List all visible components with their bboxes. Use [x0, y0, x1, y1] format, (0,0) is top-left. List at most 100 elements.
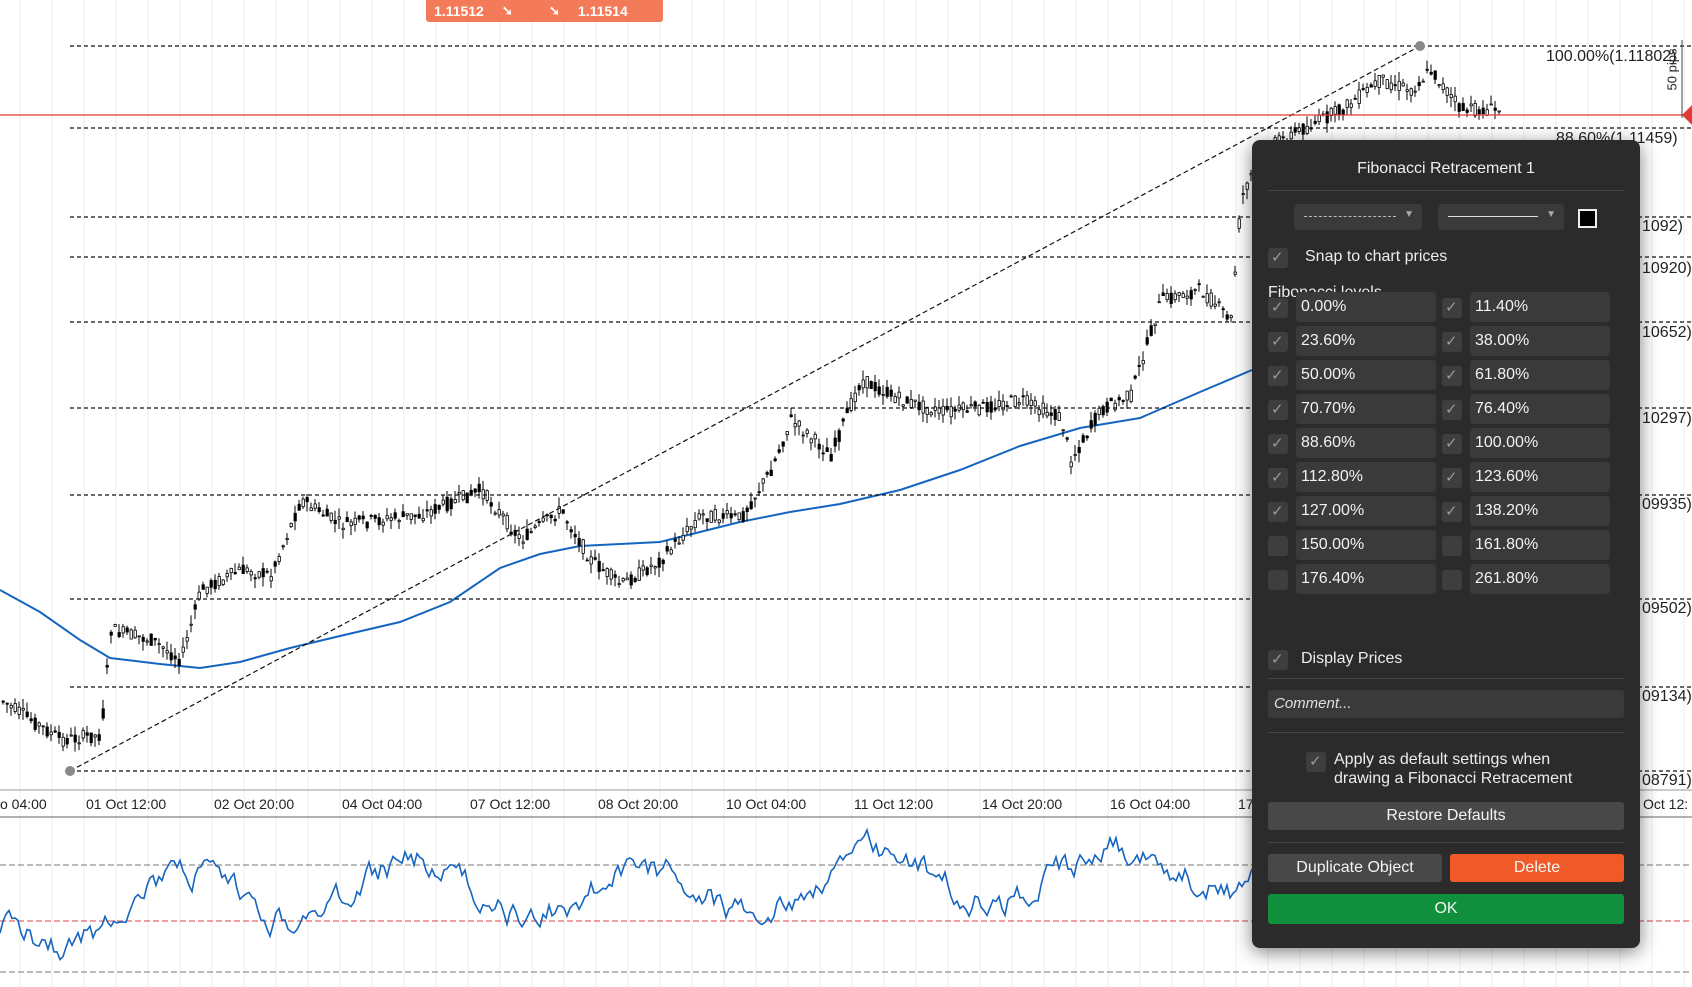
- duplicate-object-button[interactable]: Duplicate Object: [1268, 854, 1442, 882]
- level-checkbox[interactable]: [1268, 570, 1288, 590]
- candle-body: [97, 734, 101, 741]
- candle-body: [177, 658, 181, 666]
- level-value-input[interactable]: 127.00%: [1296, 496, 1436, 526]
- line-color-swatch[interactable]: [1578, 209, 1597, 228]
- level-checkbox[interactable]: [1442, 366, 1462, 386]
- ask-price-chip[interactable]: ➘ 1.11514: [541, 0, 663, 22]
- divider: [1268, 678, 1624, 679]
- candle-body: [669, 549, 673, 555]
- level-value-input[interactable]: 112.80%: [1296, 462, 1436, 492]
- level-value-input[interactable]: 138.20%: [1470, 496, 1610, 526]
- level-value-input[interactable]: 76.40%: [1470, 394, 1610, 424]
- bid-price: 1.11512: [434, 3, 484, 19]
- candle-body: [949, 406, 953, 418]
- level-value-input[interactable]: 100.00%: [1470, 428, 1610, 458]
- candle-body: [989, 401, 993, 413]
- level-checkbox[interactable]: [1442, 400, 1462, 420]
- level-value-input[interactable]: 11.40%: [1470, 292, 1610, 322]
- level-value-input[interactable]: 0.00%: [1296, 292, 1436, 322]
- candle-body: [1437, 84, 1441, 86]
- candle-body: [337, 516, 341, 520]
- level-checkbox[interactable]: [1442, 536, 1462, 556]
- level-value-input[interactable]: 38.00%: [1470, 326, 1610, 356]
- candle-body: [573, 533, 577, 538]
- level-value-input[interactable]: 23.60%: [1296, 326, 1436, 356]
- level-checkbox[interactable]: [1268, 332, 1288, 352]
- snap-checkbox[interactable]: [1268, 248, 1288, 268]
- candle-body: [529, 531, 533, 534]
- candle-body: [537, 521, 541, 523]
- level-checkbox[interactable]: [1442, 332, 1462, 352]
- divider: [1268, 842, 1624, 843]
- candle-body: [565, 521, 569, 524]
- time-axis-label: o 04:00: [0, 796, 47, 812]
- level-checkbox[interactable]: [1268, 502, 1288, 522]
- candle-body: [249, 571, 253, 576]
- display-prices-checkbox[interactable]: [1268, 650, 1288, 670]
- level-checkbox[interactable]: [1442, 298, 1462, 318]
- candle-body: [813, 433, 817, 440]
- candle-body: [1417, 82, 1421, 87]
- level-checkbox[interactable]: [1442, 502, 1462, 522]
- level-value-input[interactable]: 261.80%: [1470, 564, 1610, 594]
- time-axis-label: 17: [1238, 796, 1254, 812]
- ok-button[interactable]: OK: [1268, 894, 1624, 924]
- level-value-input[interactable]: 88.60%: [1296, 428, 1436, 458]
- bid-price-chip[interactable]: 1.11512 ➘: [426, 0, 548, 22]
- level-checkbox[interactable]: [1268, 298, 1288, 318]
- ask-price: 1.11514: [577, 3, 628, 19]
- level-value-input[interactable]: 161.80%: [1470, 530, 1610, 560]
- candle-body: [1065, 437, 1069, 440]
- candle-body: [577, 538, 581, 546]
- level-value-input[interactable]: 70.70%: [1296, 394, 1436, 424]
- level-value-input[interactable]: 50.00%: [1296, 360, 1436, 390]
- candle-body: [1245, 182, 1249, 190]
- candle-body: [1205, 293, 1209, 304]
- candle-body: [1473, 103, 1477, 117]
- restore-defaults-button[interactable]: Restore Defaults: [1268, 802, 1624, 830]
- candle-body: [777, 449, 781, 453]
- candle-body: [497, 509, 501, 516]
- candle-body: [261, 568, 265, 578]
- candle-body: [1493, 107, 1497, 111]
- candle-body: [305, 497, 309, 503]
- candle-body: [1165, 293, 1169, 301]
- line-width-dropdown[interactable]: ▼: [1438, 204, 1564, 230]
- candle-body: [689, 526, 693, 530]
- candle-body: [37, 722, 41, 727]
- level-value-input[interactable]: 123.60%: [1470, 462, 1610, 492]
- candle-body: [349, 521, 353, 526]
- level-checkbox[interactable]: [1268, 366, 1288, 386]
- candle-body: [1413, 90, 1417, 93]
- candle-body: [449, 498, 453, 510]
- line-style-dropdown[interactable]: ▼: [1294, 204, 1422, 230]
- candle-body: [1149, 325, 1153, 336]
- candle-body: [85, 732, 89, 736]
- candle-body: [129, 629, 133, 640]
- candle-body: [985, 402, 989, 413]
- level-checkbox[interactable]: [1268, 434, 1288, 454]
- level-value-input[interactable]: 176.40%: [1296, 564, 1436, 594]
- level-checkbox[interactable]: [1268, 400, 1288, 420]
- time-axis-label: 04 Oct 04:00: [342, 796, 423, 812]
- level-checkbox[interactable]: [1268, 468, 1288, 488]
- level-value-input[interactable]: 61.80%: [1470, 360, 1610, 390]
- candle-body: [69, 734, 73, 737]
- apply-default-label-line2: drawing a Fibonacci Retracement: [1334, 770, 1573, 787]
- level-checkbox[interactable]: [1442, 570, 1462, 590]
- level-checkbox[interactable]: [1442, 468, 1462, 488]
- level-value-input[interactable]: 150.00%: [1296, 530, 1436, 560]
- candle-body: [361, 515, 365, 520]
- buy-arrow-icon: ➘: [549, 3, 560, 18]
- candle-body: [597, 560, 601, 572]
- level-checkbox[interactable]: [1442, 434, 1462, 454]
- candle-body: [1177, 292, 1181, 296]
- candle-body: [213, 579, 217, 590]
- fib-level-label: 09502): [1642, 600, 1692, 617]
- apply-default-checkbox[interactable]: [1306, 752, 1326, 772]
- candle-body: [549, 514, 553, 519]
- level-checkbox[interactable]: [1268, 536, 1288, 556]
- candle-body: [393, 512, 397, 519]
- delete-button[interactable]: Delete: [1450, 854, 1624, 882]
- comment-input[interactable]: Comment...: [1268, 690, 1624, 718]
